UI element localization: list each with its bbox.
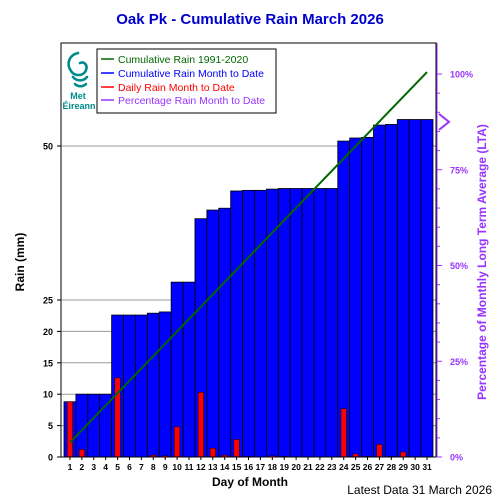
cumulative-bar	[135, 314, 148, 458]
x-tick-label: 4	[103, 462, 108, 472]
cumulative-bar	[373, 124, 386, 458]
daily-bar	[66, 401, 73, 458]
cumulative-bar	[349, 137, 362, 458]
x-tick-label: 26	[363, 462, 373, 472]
daily-bar	[197, 392, 204, 458]
y-axis-ticks: 0 5 10 15 20 25 50	[43, 142, 61, 463]
y-tick-label: 5	[48, 421, 53, 431]
y-tick-label: 50	[43, 142, 53, 152]
x-tick-label: 5	[115, 462, 120, 472]
x-tick-label: 31	[422, 462, 432, 472]
daily-bar	[340, 408, 347, 458]
x-tick-label: 14	[220, 462, 230, 472]
x-axis-ticks: 1 2 3 4 5 6 7 8 9 10 11 12 13 14 15 16 17 18 19 20 21 22 23 24 2…	[68, 457, 432, 472]
y-tick-label: 0	[48, 453, 53, 463]
daily-bar	[400, 451, 407, 458]
x-tick-label: 17	[256, 462, 266, 472]
daily-bars	[66, 377, 407, 458]
cumulative-bar	[218, 207, 232, 458]
x-tick-label: 6	[127, 462, 132, 472]
x-axis-label: Day of Month	[212, 475, 288, 489]
cumulative-bar	[301, 188, 315, 458]
lta-line-layer	[69, 71, 428, 444]
cumulative-bar	[361, 136, 374, 458]
x-tick-label: 9	[163, 462, 168, 472]
cumulative-bar	[158, 311, 172, 458]
x-tick-label: 25	[351, 462, 361, 472]
legend-label-cumulative: Cumulative Rain Month to Date	[118, 68, 264, 80]
x-tick-label: 15	[232, 462, 242, 472]
y2-tick-label: 75%	[450, 165, 468, 175]
cumulative-bar	[313, 188, 327, 458]
cumulative-bar	[99, 393, 113, 458]
cumulative-bar	[277, 188, 291, 458]
legend-label-daily: Daily Rain Month to Date	[118, 82, 235, 94]
legend-label-lta: Cumulative Rain 1991-2020	[118, 54, 248, 66]
latest-data-note: Latest Data 31 March 2026	[347, 483, 492, 497]
x-tick-label: 16	[244, 462, 254, 472]
swirl-icon	[67, 51, 89, 88]
cumulative-bar	[325, 188, 339, 458]
x-tick-label: 12	[196, 462, 206, 472]
x-tick-label: 19	[279, 462, 289, 472]
x-tick-label: 30	[410, 462, 420, 472]
x-tick-label: 27	[375, 462, 385, 472]
x-tick-label: 21	[303, 462, 313, 472]
chart-title: Oak Pk - Cumulative Rain March 2026	[116, 11, 384, 28]
daily-bar	[209, 447, 216, 458]
lta-line	[69, 71, 428, 444]
y-axis-label: Rain (mm)	[13, 233, 27, 292]
cumulative-bar	[206, 209, 220, 458]
x-tick-label: 18	[268, 462, 278, 472]
y2-axis-label: Percentage of Monthly Long Term Average …	[475, 124, 489, 400]
x-tick-label: 10	[172, 462, 182, 472]
legend-box	[96, 48, 277, 114]
x-tick-label: 1	[68, 462, 73, 472]
x-tick-label: 8	[151, 462, 156, 472]
cumulative-bar	[420, 119, 434, 458]
y2-tick-label: 50%	[450, 261, 468, 271]
x-tick-label: 2	[79, 462, 84, 472]
cumulative-bar	[396, 119, 410, 458]
cumulative-bar	[182, 281, 196, 458]
x-tick-label: 23	[327, 462, 337, 472]
y2-tick-label: 0%	[450, 453, 463, 463]
x-tick-label: 22	[315, 462, 325, 472]
legend-label-percentage: Percentage Rain Month to Date	[118, 95, 265, 107]
daily-bar	[376, 444, 383, 458]
y-tick-label: 25	[43, 296, 53, 306]
logo-line-2: Éireann	[62, 101, 95, 111]
y-tick-label: 10	[43, 390, 53, 400]
cumulative-bar	[242, 189, 255, 458]
cumulative-bar	[289, 188, 303, 458]
cumulative-bar	[87, 393, 101, 458]
y2-axis: 0% 25% 50% 75% 100%	[436, 43, 473, 463]
y2-tick-label: 100%	[450, 70, 473, 80]
cumulative-bar	[254, 189, 267, 458]
y-tick-label: 15	[43, 358, 53, 368]
x-tick-label: 29	[399, 462, 409, 472]
x-tick-label: 13	[208, 462, 218, 472]
met-eireann-logo: Met Éireann	[62, 51, 96, 111]
legend: Cumulative Rain 1991-2020 Cumulative Rai…	[96, 48, 277, 114]
cumulative-bar	[146, 312, 160, 458]
cumulative-bar	[230, 190, 243, 458]
x-tick-label: 11	[184, 462, 193, 472]
daily-bar	[78, 449, 85, 458]
x-tick-label: 7	[139, 462, 144, 472]
daily-bar	[174, 426, 181, 458]
daily-bar	[233, 439, 240, 458]
x-tick-label: 24	[339, 462, 349, 472]
logo-line-1: Met	[70, 91, 86, 101]
cumulative-bars	[63, 119, 434, 458]
cumulative-bar	[408, 119, 422, 458]
y-tick-label: 20	[43, 327, 53, 337]
percentage-marker	[438, 113, 451, 131]
y2-tick-label: 25%	[450, 357, 468, 367]
cumulative-bar	[384, 124, 398, 458]
x-tick-label: 20	[291, 462, 301, 472]
x-tick-label: 3	[91, 462, 96, 472]
x-tick-label: 28	[387, 462, 397, 472]
